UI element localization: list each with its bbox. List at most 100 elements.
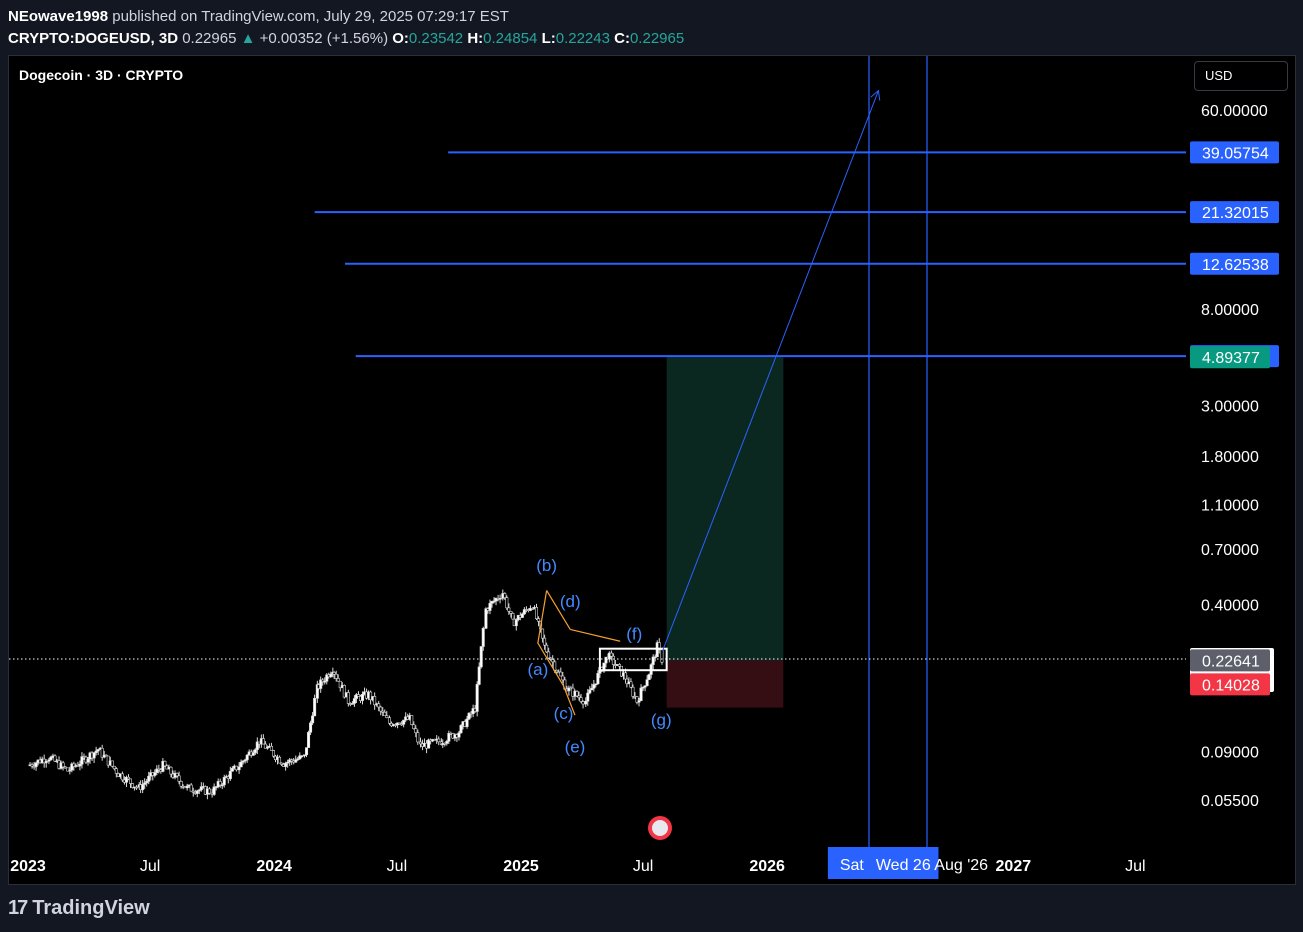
y-tick-label: 0.70000 <box>1201 542 1259 559</box>
candle-body <box>555 669 559 673</box>
candle-body <box>505 597 509 609</box>
candle-body <box>637 700 641 703</box>
candle-body <box>581 701 585 705</box>
open-value: 0.23542 <box>408 30 464 47</box>
candle-body <box>255 741 259 750</box>
candle-body <box>547 651 551 659</box>
wave-label: (b) <box>536 556 557 575</box>
wave-label: (c) <box>554 704 574 723</box>
candle-body <box>641 686 645 689</box>
target-price-tag: 39.05754 <box>1202 145 1269 162</box>
candle-body <box>278 756 282 764</box>
candle-body <box>124 776 128 783</box>
candle-body <box>617 664 621 667</box>
candle-body <box>47 759 51 762</box>
x-tick-label: 2027 <box>996 858 1032 875</box>
tradingview-mark-icon: 17 <box>8 897 28 919</box>
candle-body <box>575 691 579 697</box>
candle-body <box>352 698 356 704</box>
wave-label: (d) <box>560 592 581 611</box>
x-tick-label: 2025 <box>503 858 539 875</box>
candle-body <box>545 644 549 653</box>
candle-body <box>70 763 74 771</box>
wave-label: (g) <box>651 711 672 730</box>
candle-body <box>220 784 224 787</box>
candle-body <box>94 750 98 753</box>
date-highlight-b: Wed 26 Aug '26 <box>876 857 988 874</box>
consolidation-box <box>598 647 668 672</box>
candle-body <box>369 691 373 701</box>
projection-arrowhead-icon <box>870 89 881 101</box>
high-value: 0.24854 <box>483 30 538 47</box>
candle-body <box>647 674 651 680</box>
x-tick-label: Jul <box>140 858 160 875</box>
candle-body <box>131 783 135 788</box>
x-tick-label: 2023 <box>10 858 46 875</box>
candle-body <box>197 789 201 792</box>
candle-body <box>163 760 167 767</box>
candle-body <box>350 703 354 705</box>
candle-body <box>660 649 664 663</box>
stop-price-tag: 0.14028 <box>1202 677 1260 694</box>
candle-body <box>129 778 133 784</box>
candle-body <box>604 656 608 664</box>
candle-body <box>179 781 183 787</box>
candle-body <box>100 747 104 758</box>
candle-body <box>609 652 613 657</box>
candle-body <box>63 766 67 769</box>
candle-body <box>567 687 571 692</box>
x-tick-label: 2024 <box>256 858 292 875</box>
publisher-name[interactable]: NEowave1998 <box>8 8 109 25</box>
candle-body <box>419 741 423 745</box>
candle-body <box>584 700 588 705</box>
candle-body <box>561 675 565 681</box>
candle-body <box>303 754 307 757</box>
candle-body <box>135 786 139 789</box>
date-highlight-a: Sat <box>840 857 865 874</box>
candle-body <box>222 777 226 786</box>
candle-body <box>239 761 243 768</box>
ticker-label: CRYPTO:DOGEUSD, 3D <box>8 30 179 47</box>
candle-body <box>234 765 238 771</box>
candle-body <box>251 752 255 756</box>
candle-body <box>412 724 416 729</box>
candle-body <box>416 732 420 743</box>
target-price-tag-bg <box>1190 346 1270 369</box>
candle-body <box>185 785 189 789</box>
close-label: C: <box>614 30 630 47</box>
chart-frame[interactable] <box>8 55 1296 885</box>
candle-body <box>157 768 161 771</box>
candle-body <box>377 703 381 708</box>
candle-body <box>96 749 100 752</box>
candle-body <box>323 680 327 683</box>
candle-body <box>541 628 545 639</box>
candle-body <box>596 673 600 685</box>
candle-body <box>381 710 385 713</box>
chart-header: NEowave1998 published on TradingView.com… <box>8 6 684 50</box>
candle-body <box>305 747 309 756</box>
close-value: 0.22965 <box>629 30 685 47</box>
candle-body <box>112 765 116 769</box>
candle-body <box>177 775 181 782</box>
high-label: H: <box>467 30 484 47</box>
candle-body <box>243 759 247 762</box>
candle-body <box>503 593 507 598</box>
candle-body <box>263 743 267 749</box>
y-tick-label: 3.00000 <box>1201 399 1259 416</box>
tradingview-logo[interactable]: 17 TradingView <box>8 897 150 920</box>
candle-body <box>484 608 488 629</box>
candle-body <box>237 766 241 771</box>
candle-body <box>280 762 284 765</box>
candle-body <box>592 684 596 689</box>
candle-body <box>594 683 598 686</box>
candle-body <box>214 786 218 788</box>
candle-body <box>300 755 304 757</box>
candle-body <box>346 692 350 704</box>
candle-body <box>175 773 179 777</box>
candle-body <box>498 598 502 600</box>
currency-button[interactable]: USD <box>1194 61 1288 91</box>
candle-body <box>398 722 402 725</box>
ohlc-line: CRYPTO:DOGEUSD, 3D 0.22965 ▲ +0.00352 (+… <box>8 28 684 50</box>
candle-body <box>494 598 498 602</box>
